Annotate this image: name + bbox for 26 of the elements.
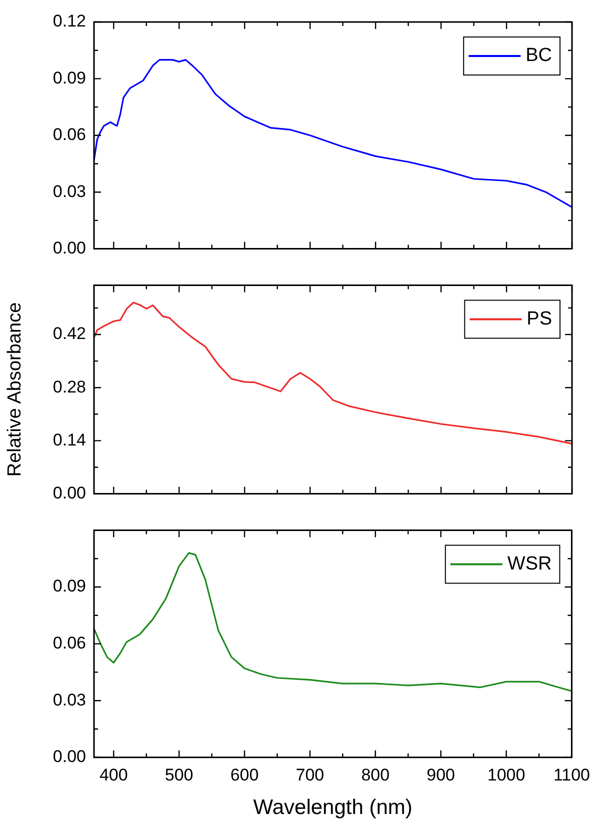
legend-label: PS <box>526 308 552 330</box>
x-tick-label: 500 <box>164 765 194 784</box>
y-tick-label: 0.06 <box>52 633 86 652</box>
x-tick-label: 800 <box>361 765 390 784</box>
x-axis-title: Wavelength (nm) <box>253 796 412 820</box>
x-tick-label: 1100 <box>553 765 590 784</box>
y-tick-label: 0.28 <box>52 377 86 396</box>
y-tick-label: 0.03 <box>52 690 86 710</box>
y-tick-label: 0.00 <box>52 747 86 766</box>
y-tick-label: 0.00 <box>52 238 86 258</box>
x-tick-label: 700 <box>296 765 324 784</box>
legend-label: BC <box>526 45 552 66</box>
y-tick-label: 0.09 <box>52 576 86 596</box>
y-axis-title: Relative Absorbance <box>4 302 26 477</box>
x-tick-label: 900 <box>426 765 456 784</box>
y-tick-label: 0.42 <box>52 324 86 344</box>
y-tick-label: 0.09 <box>52 68 86 88</box>
x-tick-label: 1000 <box>487 765 526 784</box>
y-tick-label: 0.00 <box>52 483 86 502</box>
legend-label: WSR <box>507 553 552 574</box>
y-tick-label: 0.12 <box>52 12 86 31</box>
x-tick-label: 600 <box>230 765 259 784</box>
y-tick-label: 0.14 <box>52 430 86 450</box>
y-tick-label: 0.06 <box>52 125 86 144</box>
y-tick-label: 0.03 <box>52 182 86 201</box>
x-tick-label: 400 <box>99 765 128 784</box>
